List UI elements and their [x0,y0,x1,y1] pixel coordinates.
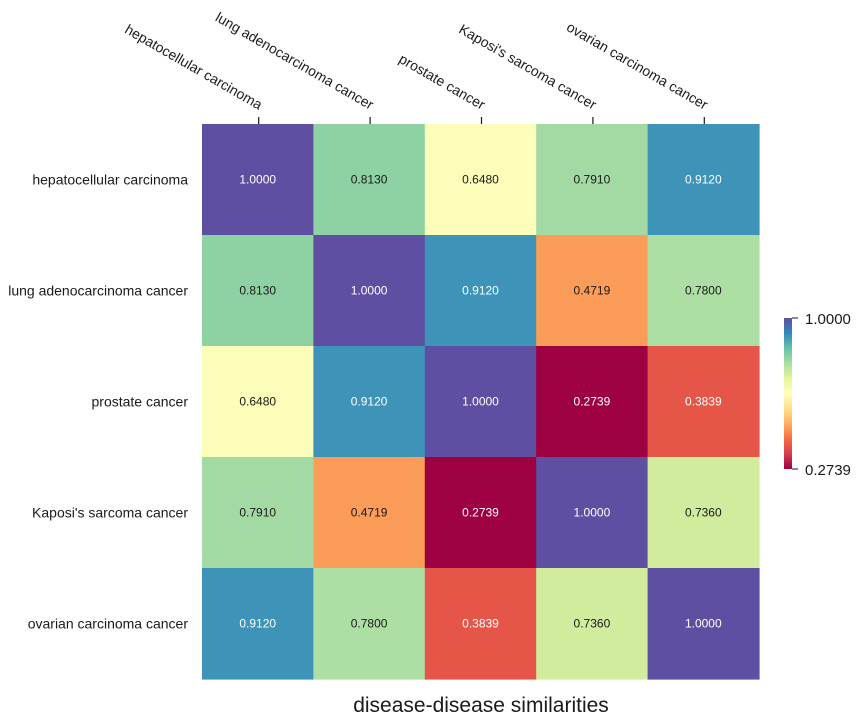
heatmap-cell [202,457,314,569]
cell-value-label: 0.7800 [351,617,388,631]
cell-value-label: 0.7360 [574,617,611,631]
row-labels: hepatocellular carcinoma lung adenocarcin… [8,172,188,632]
cell-value-label: 0.4719 [351,506,388,520]
heatmap-cell [536,457,649,569]
cell-value-label: 1.0000 [685,617,722,631]
cell-value-label: 0.3839 [685,395,722,409]
heatmap-cell [313,124,426,236]
colorbar-tick-label-max: 1.0000 [805,311,851,328]
cell-value-label: 0.8130 [239,284,276,298]
heatmap-cell [424,124,537,236]
cell-value-label: 0.2739 [574,395,611,409]
cell-value-label: 0.3839 [462,617,499,631]
heatmap-cell [202,235,314,347]
cell-value-label: 1.0000 [574,506,611,520]
heatmap-cell [647,235,760,347]
cell-value-label: 0.6480 [239,395,276,409]
cell-value-label: 1.0000 [462,395,499,409]
heatmap-cell [647,124,760,236]
cell-value-label: 0.9120 [351,395,388,409]
heatmap-cell [202,568,314,680]
row-label: Kaposi's sarcoma cancer [32,505,188,521]
heatmap-cell [313,235,426,347]
cell-value-label: 0.7360 [685,506,722,520]
column-label: prostate cancer [396,50,488,112]
row-label: ovarian carcinoma cancer [28,616,189,632]
heatmap-cell [424,568,537,680]
heatmap-cell [424,457,537,569]
heatmap-cells: 1.0000 0.8130 0.6480 0.7910 0.9120 0.8130 1.00… [202,124,760,680]
x-axis-title: disease-disease similarities [353,694,609,717]
heatmap-cell [424,235,537,347]
heatmap-cell [536,124,649,236]
cell-value-label: 0.8130 [351,173,388,187]
colorbar-gradient [784,318,792,469]
cell-value-label: 1.0000 [351,284,388,298]
heatmap-cell [647,568,760,680]
heatmap-cell [424,346,537,458]
colorbar: 1.0000 0.2739 [784,311,851,479]
cell-value-label: 0.9120 [462,284,499,298]
cell-value-label: 0.9120 [685,173,722,187]
cell-value-label: 0.4719 [574,284,611,298]
row-label: lung adenocarcinoma cancer [8,283,188,299]
cell-value-label: 1.0000 [239,173,276,187]
cell-value-label: 0.9120 [239,617,276,631]
row-label: prostate cancer [92,394,189,410]
heatmap-cell [202,346,314,458]
heatmap-cell [647,346,760,458]
heatmap-cell [313,346,426,458]
cell-value-label: 0.6480 [462,173,499,187]
heatmap-cell [202,124,314,236]
cell-value-label: 0.7910 [574,173,611,187]
heatmap-cell [313,568,426,680]
colorbar-tick-label-min: 0.2739 [805,462,851,479]
cell-value-label: 0.2739 [462,506,499,520]
row-label: hepatocellular carcinoma [32,172,188,188]
heatmap-cell [536,235,649,347]
heatmap-cell [647,457,760,569]
cell-value-label: 0.7800 [685,284,722,298]
heatmap-cell [536,568,649,680]
cell-value-label: 0.7910 [239,506,276,520]
heatmap-cell [536,346,649,458]
heatmap-cell [313,457,426,569]
